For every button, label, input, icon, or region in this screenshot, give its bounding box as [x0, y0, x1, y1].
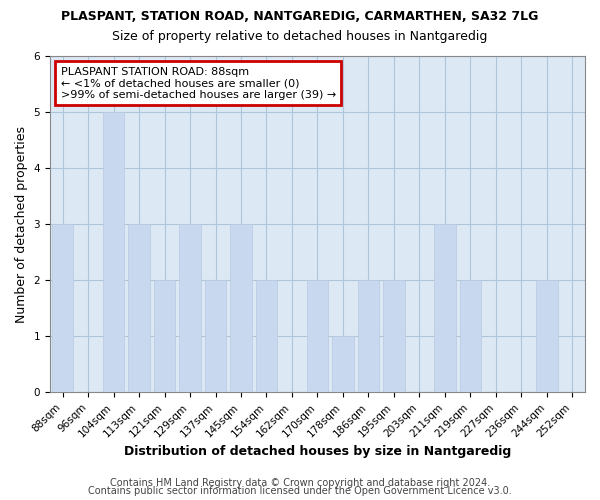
Text: Contains HM Land Registry data © Crown copyright and database right 2024.: Contains HM Land Registry data © Crown c…	[110, 478, 490, 488]
Y-axis label: Number of detached properties: Number of detached properties	[15, 126, 28, 323]
Bar	[103, 112, 124, 392]
X-axis label: Distribution of detached houses by size in Nantgaredig: Distribution of detached houses by size …	[124, 444, 511, 458]
Bar	[154, 280, 175, 392]
Bar	[230, 224, 252, 392]
Text: PLASPANT STATION ROAD: 88sqm
← <1% of detached houses are smaller (0)
>99% of se: PLASPANT STATION ROAD: 88sqm ← <1% of de…	[61, 66, 336, 100]
Text: Size of property relative to detached houses in Nantgaredig: Size of property relative to detached ho…	[112, 30, 488, 43]
Bar	[434, 224, 455, 392]
Bar	[128, 224, 150, 392]
Bar	[179, 224, 201, 392]
Text: PLASPANT, STATION ROAD, NANTGAREDIG, CARMARTHEN, SA32 7LG: PLASPANT, STATION ROAD, NANTGAREDIG, CAR…	[61, 10, 539, 23]
Bar	[332, 336, 354, 392]
Bar	[536, 280, 557, 392]
Bar	[256, 280, 277, 392]
Bar	[358, 280, 379, 392]
Bar	[307, 280, 328, 392]
Text: Contains public sector information licensed under the Open Government Licence v3: Contains public sector information licen…	[88, 486, 512, 496]
Bar	[460, 280, 481, 392]
Bar	[383, 280, 405, 392]
Bar	[205, 280, 226, 392]
Bar	[52, 224, 73, 392]
